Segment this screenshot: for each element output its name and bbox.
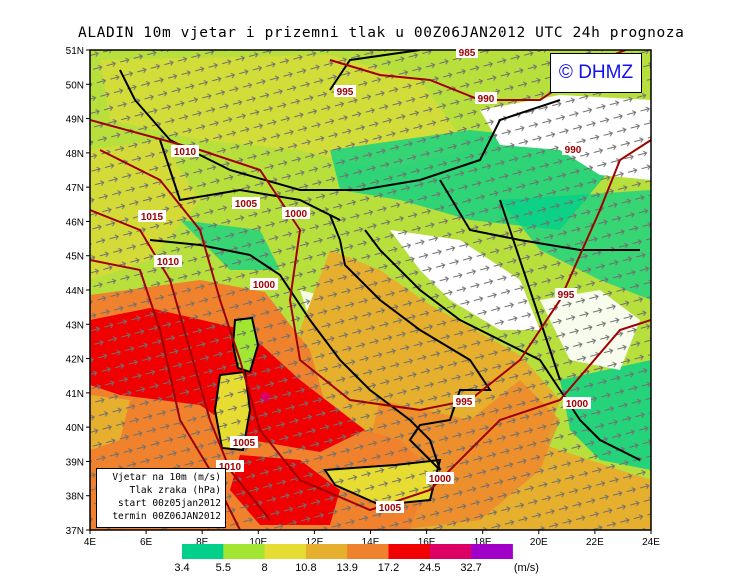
lon-tick-label: 12E xyxy=(306,537,324,548)
isobar-label-bg xyxy=(171,145,199,157)
lat-tick-label: 40N xyxy=(66,423,84,434)
lat-tick-label: 43N xyxy=(66,320,84,331)
legend-threshold-label: 10.8 xyxy=(295,562,316,574)
legend-unit: (m/s) xyxy=(514,562,539,574)
legend-swatch xyxy=(347,544,389,559)
lon-tick-label: 22E xyxy=(586,537,604,548)
color-legend: 3.4 5.5 8 10.8 13.9 17.2 24.5 32.7 (m/s) xyxy=(174,544,539,574)
isobar-label-bg xyxy=(250,278,278,290)
legend-threshold-label: 8 xyxy=(262,562,268,574)
isobar-label-bg xyxy=(426,472,454,484)
lon-tick-label: 14E xyxy=(362,537,380,548)
legend-threshold-label: 13.9 xyxy=(336,562,357,574)
lat-tick-label: 49N xyxy=(66,115,84,126)
isobar-label-bg xyxy=(138,210,166,222)
info-pressure-label: Tlak zraka (hPa) xyxy=(129,485,221,496)
map-title: ALADIN 10m vjetar i prizemni tlak u 00Z0… xyxy=(78,25,685,41)
info-wind-label: Vjetar na 10m (m/s) xyxy=(112,472,221,483)
isobar-label: 995 xyxy=(337,87,354,98)
legend-swatch xyxy=(429,544,472,559)
isobar-label: 995 xyxy=(558,290,575,301)
coastlines xyxy=(119,50,641,507)
lon-tick-label: 8E xyxy=(196,537,209,548)
lat-tick-label: 44N xyxy=(66,286,84,297)
isobar-label-bg xyxy=(453,395,475,407)
isobar-label: 990 xyxy=(565,145,582,156)
isobar-label-bg xyxy=(282,207,310,219)
isobar-label-bg xyxy=(456,46,478,58)
isobar-label: 1005 xyxy=(379,503,402,514)
info-start-time: start 00z05jan2012 xyxy=(118,498,221,509)
isobar-label: 995 xyxy=(456,397,473,408)
wind-speed-field xyxy=(90,50,651,530)
isobar-label: 1010 xyxy=(174,147,197,158)
isobar-label-bg xyxy=(230,436,258,448)
lon-tick-label: 6E xyxy=(140,537,153,548)
isobar-label: 1015 xyxy=(141,212,164,223)
legend-swatch xyxy=(264,544,307,559)
isobar-label: 990 xyxy=(478,94,495,105)
isobar-label: 985 xyxy=(459,48,476,59)
isobar-label-bg xyxy=(562,143,584,155)
lat-tick-label: 50N xyxy=(66,80,84,91)
isobar-label-bg xyxy=(232,197,260,209)
legend-swatch xyxy=(388,544,431,559)
lat-tick-label: 51N xyxy=(66,46,84,57)
lat-tick-label: 38N xyxy=(66,492,84,503)
isobar-label: 1005 xyxy=(233,438,256,449)
copyright-badge: © DHMZ xyxy=(550,53,642,93)
info-box: Vjetar na 10m (m/s) Tlak zraka (hPa) sta… xyxy=(96,468,226,528)
isobar-label-bg xyxy=(555,288,577,300)
isobar-label: 1000 xyxy=(253,280,276,291)
lon-tick-label: 18E xyxy=(474,537,492,548)
legend-threshold-label: 32.7 xyxy=(460,562,481,574)
legend-threshold-label: 3.4 xyxy=(174,562,189,574)
info-valid-time: termin 00Z06JAN2012 xyxy=(112,511,221,522)
isobar-label: 1005 xyxy=(235,199,258,210)
legend-threshold-label: 17.2 xyxy=(378,562,399,574)
legend-swatch xyxy=(305,544,348,559)
legend-swatch xyxy=(223,544,266,559)
lat-tick-label: 39N xyxy=(66,457,84,468)
lat-tick-label: 42N xyxy=(66,355,84,366)
axis-ticks: 37N 38N 39N 40N 41N 42N 43N 44N 45N 46N 47N 48N 49N 5… xyxy=(66,46,661,548)
legend-swatch xyxy=(471,544,513,559)
isobar-label: 1000 xyxy=(429,474,452,485)
isobar-label: 1010 xyxy=(219,462,242,473)
isobar-label-bg xyxy=(154,255,182,267)
legend-threshold-label: 5.5 xyxy=(216,562,231,574)
lat-tick-label: 48N xyxy=(66,149,84,160)
isobar-label-bg xyxy=(334,85,356,97)
isobar-label-bg xyxy=(475,92,497,104)
lat-tick-label: 45N xyxy=(66,252,84,263)
lon-tick-label: 24E xyxy=(642,537,660,548)
lon-tick-label: 16E xyxy=(418,537,436,548)
lon-tick-label: 20E xyxy=(530,537,548,548)
isobar-labels: 985 995 990 990 1010 1005 1000 1015 1010 1000 995 9… xyxy=(138,46,591,514)
lon-tick-label: 10E xyxy=(249,537,267,548)
isobar-label-bg xyxy=(376,501,404,513)
legend-swatch xyxy=(182,544,224,559)
lat-tick-label: 46N xyxy=(66,217,84,228)
legend-threshold-label: 24.5 xyxy=(419,562,440,574)
isobar-label: 1000 xyxy=(285,209,308,220)
lon-tick-label: 4E xyxy=(84,537,97,548)
isobar-label: 1010 xyxy=(157,257,180,268)
lat-tick-label: 41N xyxy=(66,389,84,400)
isobar-label: 1000 xyxy=(566,399,589,410)
lat-tick-label: 47N xyxy=(66,183,84,194)
isobar-label-bg xyxy=(563,397,591,409)
lat-tick-label: 37N xyxy=(66,526,84,537)
